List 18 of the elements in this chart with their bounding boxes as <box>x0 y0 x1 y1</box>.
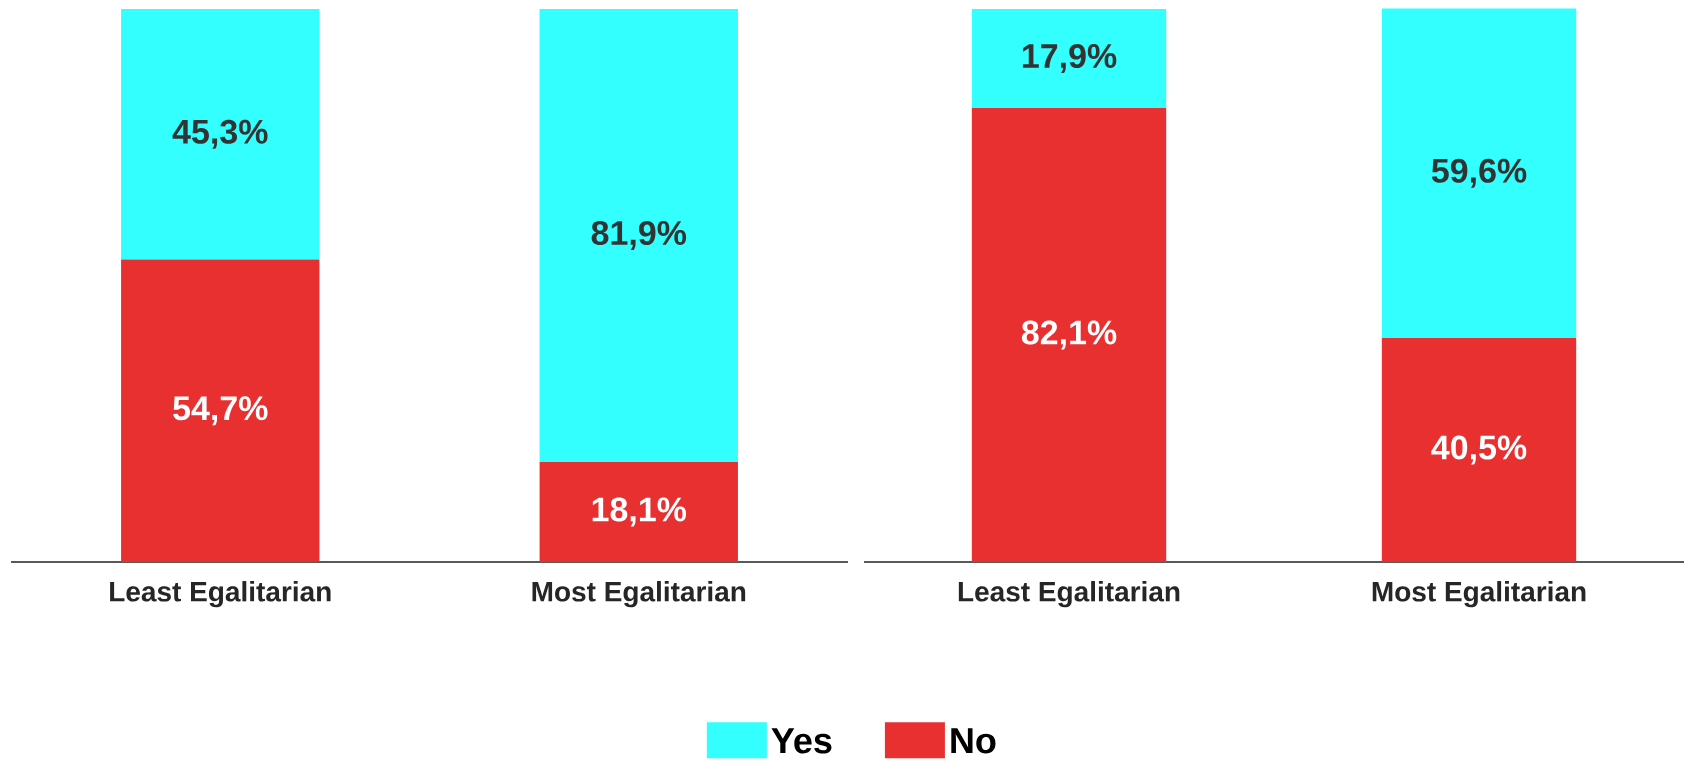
bar <box>1381 8 1577 339</box>
data-label: 40,5% <box>1431 435 1527 465</box>
legend-label: No <box>951 728 996 754</box>
bar <box>971 107 1167 562</box>
x-tick-label: Most Egalitarian <box>1372 581 1586 608</box>
bar <box>1381 338 1577 562</box>
data-label: 45,3% <box>172 119 268 149</box>
data-label: 82,1% <box>1021 320 1117 350</box>
data-label: 59,6% <box>1431 158 1527 188</box>
x-tick-label: Least Egalitarian <box>958 581 1180 608</box>
legend-label: Yes <box>771 728 832 754</box>
x-tick-label: Most Egalitarian <box>532 581 746 608</box>
bar <box>971 8 1167 108</box>
data-label: 18,1% <box>592 497 687 527</box>
data-label: 54,7% <box>173 396 268 426</box>
data-label: 81,9% <box>591 220 687 250</box>
x-tick-label: Least Egalitarian <box>110 581 331 608</box>
data-label: 17,9% <box>1022 43 1117 73</box>
